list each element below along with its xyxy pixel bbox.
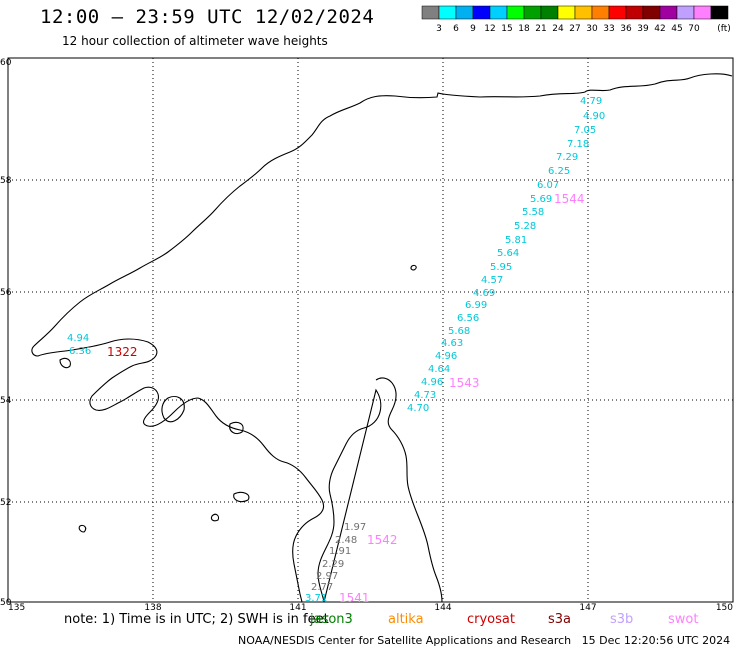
footer-note: note: 1) Time is in UTC; 2) SWH is in fe… (64, 612, 329, 627)
wave-height-value: 5.81 (505, 235, 527, 246)
wave-height-value: 4.94 (67, 333, 89, 344)
wave-height-value: 4.57 (481, 275, 503, 286)
wave-height-value: 7.05 (574, 125, 596, 136)
island-6 (161, 395, 185, 423)
wave-height-value: 4.96 (435, 351, 457, 362)
map-frame (7, 57, 734, 603)
colorbar-tick-label: 42 (654, 24, 665, 34)
wave-height-value: 5.68 (448, 326, 470, 337)
colorbar-tick-label: 15 (501, 24, 512, 34)
island-5 (210, 513, 220, 522)
colorbar-tick-label: 33 (603, 24, 614, 34)
colorbar-tick-label: 3 (436, 24, 442, 34)
longitude-label: 138 (144, 603, 161, 612)
colorbar-tick-label: 24 (552, 24, 564, 34)
timestamp-text: 15 Dec 12:20:56 UTC 2024 (581, 634, 731, 647)
colorbar-tick-label: 21 (535, 24, 546, 34)
wave-height-value: 2.29 (322, 559, 344, 570)
longitude-label: 147 (579, 603, 596, 612)
wave-height-value: 5.58 (522, 207, 544, 218)
lat-lon-grid (8, 58, 733, 602)
latitude-label: 54 (0, 396, 12, 406)
pass-number-label: 1543 (449, 376, 480, 390)
island-2 (229, 421, 244, 435)
wave-height-value: 5.69 (530, 194, 552, 205)
wave-height-value: 4.64 (428, 364, 450, 375)
longitude-label: 144 (434, 603, 451, 612)
wave-height-values: 4.79 4.90 7.05 7.18 7.29 6.25 6.07 5.69 5.58 5.28… (67, 96, 605, 604)
sakhalin-coast (317, 377, 443, 603)
island-1 (59, 357, 71, 369)
coastline (31, 73, 733, 603)
colorbar-unit: (ft) (717, 24, 731, 34)
wave-height-value: 5.64 (497, 248, 519, 259)
pass-number-label: 1541 (339, 591, 370, 605)
wave-height-value: 4.70 (407, 403, 429, 414)
footer-credit: NOAA/NESDIS Center for Satellite Applica… (238, 634, 730, 647)
color-scale-bar: 3 6 9 12 15 18 21 24 27 30 33 36 39 42 45 70 (ft) (421, 5, 731, 34)
wave-height-value: 6.07 (537, 180, 559, 191)
wave-height-value: 4.73 (414, 390, 436, 401)
island-7 (410, 264, 417, 271)
satellite-legend-s3a: s3a (548, 612, 572, 627)
wave-height-value: 6.25 (548, 166, 570, 177)
latitude-label: 60 (0, 58, 12, 68)
colorbar-tick-label: 27 (569, 24, 580, 34)
longitude-label: 150 (716, 603, 733, 612)
latitude-label: 50 (0, 598, 12, 608)
wave-height-value: 4.79 (580, 96, 602, 107)
wave-height-value: 7.18 (567, 139, 589, 150)
wave-height-value: 2.97 (316, 571, 338, 582)
latitude-label: 52 (0, 498, 11, 508)
chart-title: 12:00 – 23:59 UTC 12/02/2024 (40, 6, 375, 28)
colorbar-tick-label: 39 (637, 24, 649, 34)
chart-subtitle: 12 hour collection of altimeter wave hei… (62, 34, 328, 48)
wave-height-value: 1.91 (329, 546, 351, 557)
satellite-legend-s3b: s3b (610, 612, 634, 627)
pass-numbers: 1322 1544 1543 1542 1541 (107, 192, 585, 605)
island-4 (78, 524, 87, 533)
colorbar-swatch (710, 5, 729, 20)
colorbar-tick-label: 18 (518, 24, 530, 34)
wave-height-value: 5.95 (490, 262, 512, 273)
colorbar-tick-label: 36 (620, 24, 632, 34)
wave-height-value: 4.63 (441, 338, 463, 349)
wave-height-value: 5.28 (514, 221, 536, 232)
colorbar-tick-label: 12 (484, 24, 495, 34)
wave-height-value: 6.36 (69, 346, 91, 357)
wave-height-value: 7.29 (556, 152, 578, 163)
colorbar-tick-label: 30 (586, 24, 598, 34)
island-3 (233, 491, 250, 503)
wave-height-value: 1.97 (344, 522, 366, 533)
credit-text: NOAA/NESDIS Center for Satellite Applica… (238, 634, 572, 647)
wave-height-value: 4.96 (421, 377, 443, 388)
satellite-legend-swot: swot (668, 612, 699, 627)
colorbar-tick-label: 9 (470, 24, 476, 34)
colorbar-tick-label: 70 (688, 24, 700, 34)
colorbar-tick-label: 6 (453, 24, 459, 34)
wave-height-value: 6.99 (465, 300, 487, 311)
longitude-label: 135 (8, 603, 25, 612)
wave-height-value: 2.48 (335, 535, 357, 546)
wave-height-value: 2.77 (311, 582, 333, 593)
wave-height-value: 3.71 (305, 593, 327, 604)
wave-height-value: 4.90 (583, 111, 605, 122)
longitude-label: 141 (289, 603, 306, 612)
pass-number-label: 1542 (367, 533, 398, 547)
colorbar-tick-label: 45 (671, 24, 682, 34)
satellite-legend-cryosat: cryosat (467, 612, 515, 627)
latitude-label: 56 (0, 288, 12, 298)
pass-number-label: 1322 (107, 345, 138, 359)
satellite-legend-jason3: jason3 (310, 612, 353, 627)
latitude-label: 58 (0, 176, 12, 186)
pass-number-label: 1544 (554, 192, 585, 206)
mainland-coast (31, 73, 733, 603)
wave-height-value: 4.69 (473, 288, 495, 299)
satellite-legend-altika: altika (388, 612, 424, 627)
wave-height-value: 6.56 (457, 313, 479, 324)
